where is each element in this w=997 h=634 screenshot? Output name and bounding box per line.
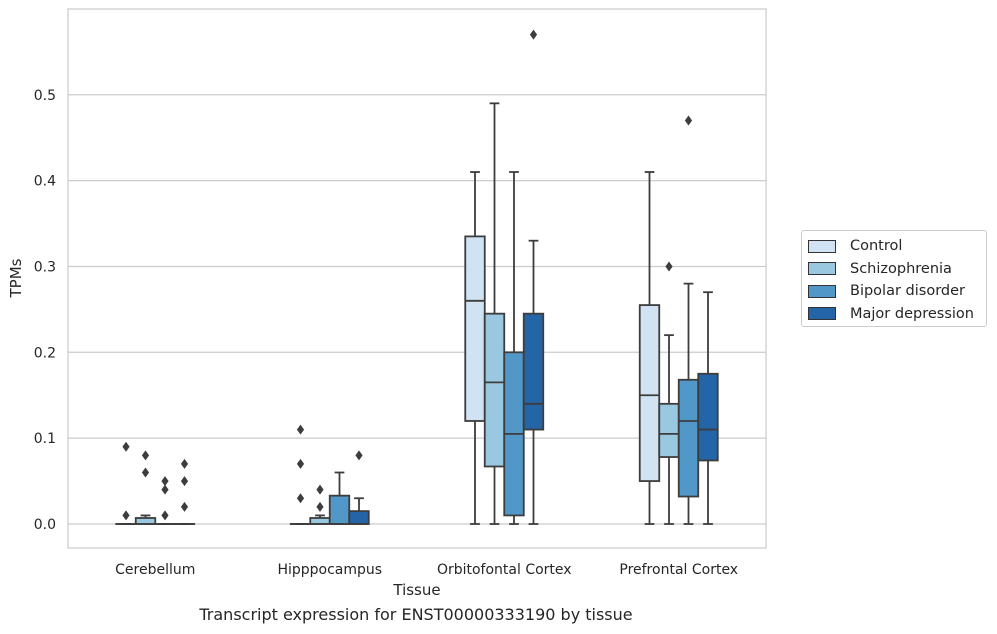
box-iqr bbox=[309, 517, 331, 525]
y-tick-label: 0.1 bbox=[34, 431, 56, 447]
outlier-point bbox=[161, 484, 169, 495]
box-iqr bbox=[483, 312, 506, 468]
y-tick-label: 0.2 bbox=[34, 345, 56, 361]
outlier-point bbox=[316, 484, 324, 495]
outlier-point bbox=[180, 476, 189, 487]
box-orbitofontal-cortex-major-depression bbox=[522, 29, 545, 525]
box-plots bbox=[115, 29, 719, 525]
box-hipppocampus-major-depression bbox=[348, 450, 370, 525]
legend-swatch-schizophrenia bbox=[808, 262, 836, 276]
figure-caption: Transcript expression for ENST0000033319… bbox=[199, 605, 633, 624]
box-hipppocampus-bipolar-disorder bbox=[328, 471, 351, 525]
legend-item-major-depression: Major depression bbox=[808, 303, 986, 326]
box-iqr bbox=[348, 510, 370, 525]
box-iqr bbox=[134, 517, 157, 525]
box-orbitofontal-cortex-control bbox=[464, 171, 486, 525]
box-iqr bbox=[677, 378, 700, 498]
box-iqr bbox=[328, 494, 351, 525]
box-prefrontal-cortex-schizophrenia bbox=[658, 261, 680, 525]
x-tick-label: Orbitofontal Cortex bbox=[437, 562, 572, 578]
legend-swatch-bipolar-disorder bbox=[808, 284, 836, 298]
box-orbitofontal-cortex-bipolar-disorder bbox=[503, 171, 525, 525]
outlier-point bbox=[296, 458, 305, 469]
outlier-point bbox=[529, 29, 538, 40]
box-prefrontal-cortex-bipolar-disorder bbox=[677, 115, 700, 525]
box-iqr bbox=[464, 235, 486, 422]
y-tick-label: 0.3 bbox=[34, 259, 56, 275]
legend-label-schizophrenia: Schizophrenia bbox=[850, 260, 952, 277]
outlier-point bbox=[141, 467, 150, 478]
outlier-point bbox=[161, 476, 169, 487]
outlier-point bbox=[316, 501, 324, 512]
box-cerebellum-control bbox=[115, 441, 137, 525]
legend-label-major-depression: Major depression bbox=[850, 305, 974, 322]
y-tick-label: 0.5 bbox=[34, 88, 56, 104]
box-iqr bbox=[522, 312, 545, 431]
outlier-point bbox=[665, 261, 673, 272]
box-prefrontal-cortex-major-depression bbox=[697, 291, 719, 525]
outlier-point bbox=[296, 493, 305, 504]
box-hipppocampus-schizophrenia bbox=[309, 484, 331, 525]
y-axis-label: TPMs bbox=[7, 258, 25, 298]
x-tick-label: Hipppocampus bbox=[277, 562, 382, 578]
outlier-point bbox=[180, 458, 189, 469]
box-orbitofontal-cortex-schizophrenia bbox=[483, 102, 506, 525]
outlier-point bbox=[180, 501, 189, 512]
plot-frame bbox=[67, 8, 767, 549]
box-iqr bbox=[658, 402, 680, 458]
outlier-point bbox=[122, 510, 130, 521]
box-cerebellum-schizophrenia bbox=[134, 450, 157, 525]
box-cerebellum-major-depression bbox=[173, 458, 196, 525]
outlier-point bbox=[122, 441, 130, 452]
outlier-point bbox=[355, 450, 363, 461]
box-iqr bbox=[638, 304, 661, 482]
legend-item-control: Control bbox=[808, 235, 986, 258]
legend: Control Schizophrenia Bipolar disorder M… bbox=[801, 230, 987, 327]
x-tick-label: Prefrontal Cortex bbox=[619, 562, 738, 578]
box-hipppocampus-control bbox=[289, 424, 312, 525]
y-tick-label: 0.4 bbox=[34, 174, 56, 190]
legend-swatch-control bbox=[808, 239, 836, 253]
outlier-point bbox=[684, 115, 693, 126]
tick-labels: 0.0 0.1 0.2 0.3 0.4 0.5 Cerebellum Hipppocampus… bbox=[34, 88, 738, 578]
box-prefrontal-cortex-control bbox=[638, 171, 661, 525]
legend-swatch-major-depression bbox=[808, 307, 836, 321]
legend-item-bipolar-disorder: Bipolar disorder bbox=[808, 280, 986, 303]
legend-label-bipolar-disorder: Bipolar disorder bbox=[850, 283, 965, 300]
box-cerebellum-bipolar-disorder bbox=[154, 476, 176, 525]
y-tick-label: 0.0 bbox=[34, 517, 56, 533]
legend-label-control: Control bbox=[850, 238, 903, 255]
outlier-point bbox=[296, 424, 305, 435]
outlier-point bbox=[161, 510, 169, 521]
x-axis-label: Tissue bbox=[392, 581, 440, 599]
box-iqr bbox=[697, 372, 719, 462]
legend-item-schizophrenia: Schizophrenia bbox=[808, 258, 986, 281]
x-tick-label: Cerebellum bbox=[115, 562, 195, 578]
grid-lines bbox=[68, 94, 766, 525]
outlier-point bbox=[141, 450, 150, 461]
